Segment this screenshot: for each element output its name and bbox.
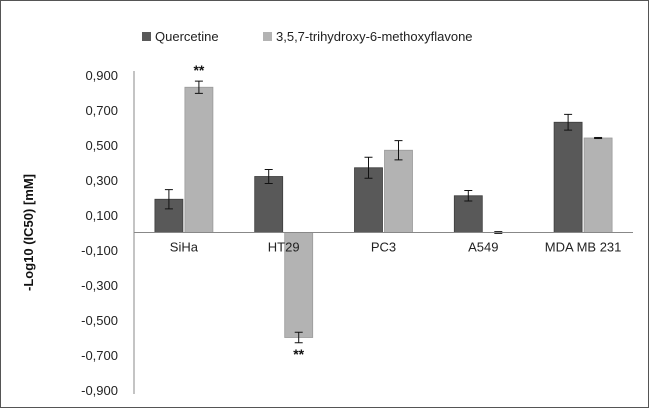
y-tick-label: 0,900 (85, 68, 118, 83)
y-tick-label: 0,700 (85, 103, 118, 118)
bar (254, 176, 284, 233)
y-tick-label: -0,500 (81, 313, 118, 328)
bar (553, 121, 583, 233)
bar (453, 195, 483, 233)
y-tick-label: 0,300 (85, 173, 118, 188)
y-tick-label: -0,900 (81, 383, 118, 398)
legend-swatch (142, 32, 151, 41)
y-axis-label: -Log10 (IC50) [mM] (21, 174, 36, 291)
y-tick-label: 0,100 (85, 208, 118, 223)
bar (583, 137, 613, 233)
y-tick-label: -0,300 (81, 278, 118, 293)
legend-label: 3,5,7-trihydroxy-6-methoxyflavone (276, 29, 473, 44)
legend: Quercetine 3,5,7-trihydroxy-6-methoxyflav… (142, 29, 473, 44)
x-tick-label: SiHa (170, 240, 199, 255)
bars: ** ** (154, 62, 613, 362)
legend-label: Quercetine (155, 29, 219, 44)
bar (384, 149, 413, 233)
y-tick-label: -0,100 (81, 243, 118, 258)
x-tick-label: A549 (468, 240, 498, 255)
legend-swatch (263, 32, 272, 41)
x-tick-label: PC3 (371, 240, 396, 255)
x-tick-label: HT29 (268, 240, 300, 255)
x-axis: SiHa HT29 PC3 A549 MDA MB 231 (134, 232, 633, 255)
significance-annotation: ** (193, 62, 204, 78)
bar (184, 86, 214, 233)
bar (284, 232, 314, 338)
significance-annotation: ** (293, 346, 304, 362)
y-tick-label: -0,700 (81, 348, 118, 363)
x-tick-label: MDA MB 231 (545, 240, 622, 255)
y-axis: 0,900 0,700 0,500 0,300 0,100 -0,100 -0,300 -0,… (81, 68, 135, 398)
y-tick-label: 0,500 (85, 138, 118, 153)
